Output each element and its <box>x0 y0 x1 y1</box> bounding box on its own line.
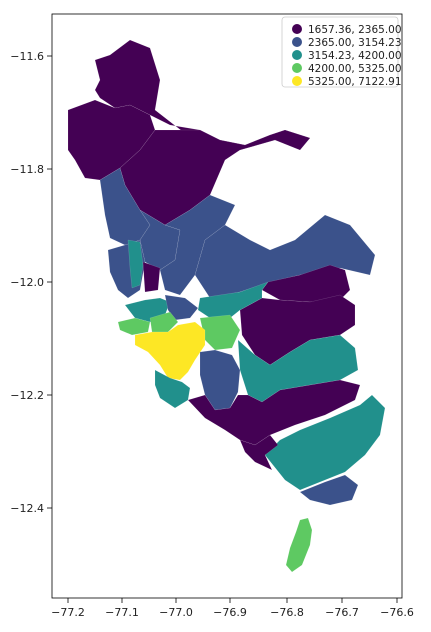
legend-label: 2365.00, 3154.23 <box>308 37 402 49</box>
district-pachacamac <box>264 394 386 491</box>
x-tick-label: −76.7 <box>325 606 359 619</box>
district-lima-core <box>134 321 206 381</box>
district-los-olivos <box>127 239 144 289</box>
district-chaclacayo <box>261 264 351 303</box>
legend-entry: 3154.23, 4200.00 <box>292 50 402 62</box>
district-san-martin <box>164 294 199 321</box>
y-tick-label: −11.8 <box>10 163 44 176</box>
x-tick-label: −76.9 <box>213 606 247 619</box>
y-axis: −11.6 −11.8 −12.0 −12.2 −12.4 <box>10 50 52 515</box>
legend-label: 4200.00, 5325.00 <box>308 63 402 75</box>
legend-marker <box>292 63 302 73</box>
district-bellavista <box>117 317 151 336</box>
district-san-juan-miraflores <box>199 349 241 411</box>
legend-label: 3154.23, 4200.00 <box>308 50 402 62</box>
district-lurin <box>239 434 279 471</box>
x-tick-label: −77.2 <box>51 606 85 619</box>
legend-label: 5325.00, 7122.91 <box>308 76 402 88</box>
legend: 1657.36, 2365.00 2365.00, 3154.23 3154.2… <box>281 16 402 88</box>
legend-entry: 1657.36, 2365.00 <box>292 24 402 36</box>
legend-entry: 4200.00, 5325.00 <box>292 63 402 75</box>
district-magdalena <box>149 311 179 333</box>
legend-entry: 2365.00, 3154.23 <box>292 37 402 49</box>
y-tick-label: −11.6 <box>10 50 44 63</box>
legend-marker <box>292 76 302 86</box>
district-independencia <box>142 261 161 293</box>
legend-marker <box>292 50 302 60</box>
legend-marker <box>292 37 302 47</box>
district-ate <box>197 281 269 319</box>
x-tick-label: −76.8 <box>270 606 304 619</box>
x-axis: −77.2 −77.1 −77.0 −76.9 −76.8 −76.7 −76.… <box>51 598 414 619</box>
legend-marker <box>292 24 302 34</box>
districts <box>67 39 386 573</box>
district-punta-hermosa <box>299 474 359 506</box>
x-tick-label: −77.0 <box>159 606 193 619</box>
district-cieneguilla <box>239 294 356 366</box>
x-tick-label: −77.1 <box>105 606 139 619</box>
district-pucusana <box>285 517 313 573</box>
legend-label: 1657.36, 2365.00 <box>308 24 402 36</box>
y-tick-label: −12.2 <box>10 389 44 402</box>
legend-entry: 5325.00, 7122.91 <box>292 76 402 88</box>
legend-box <box>281 16 399 88</box>
x-tick-label: −76.6 <box>380 606 414 619</box>
y-tick-label: −12.0 <box>10 276 44 289</box>
y-tick-label: −12.4 <box>10 502 44 515</box>
